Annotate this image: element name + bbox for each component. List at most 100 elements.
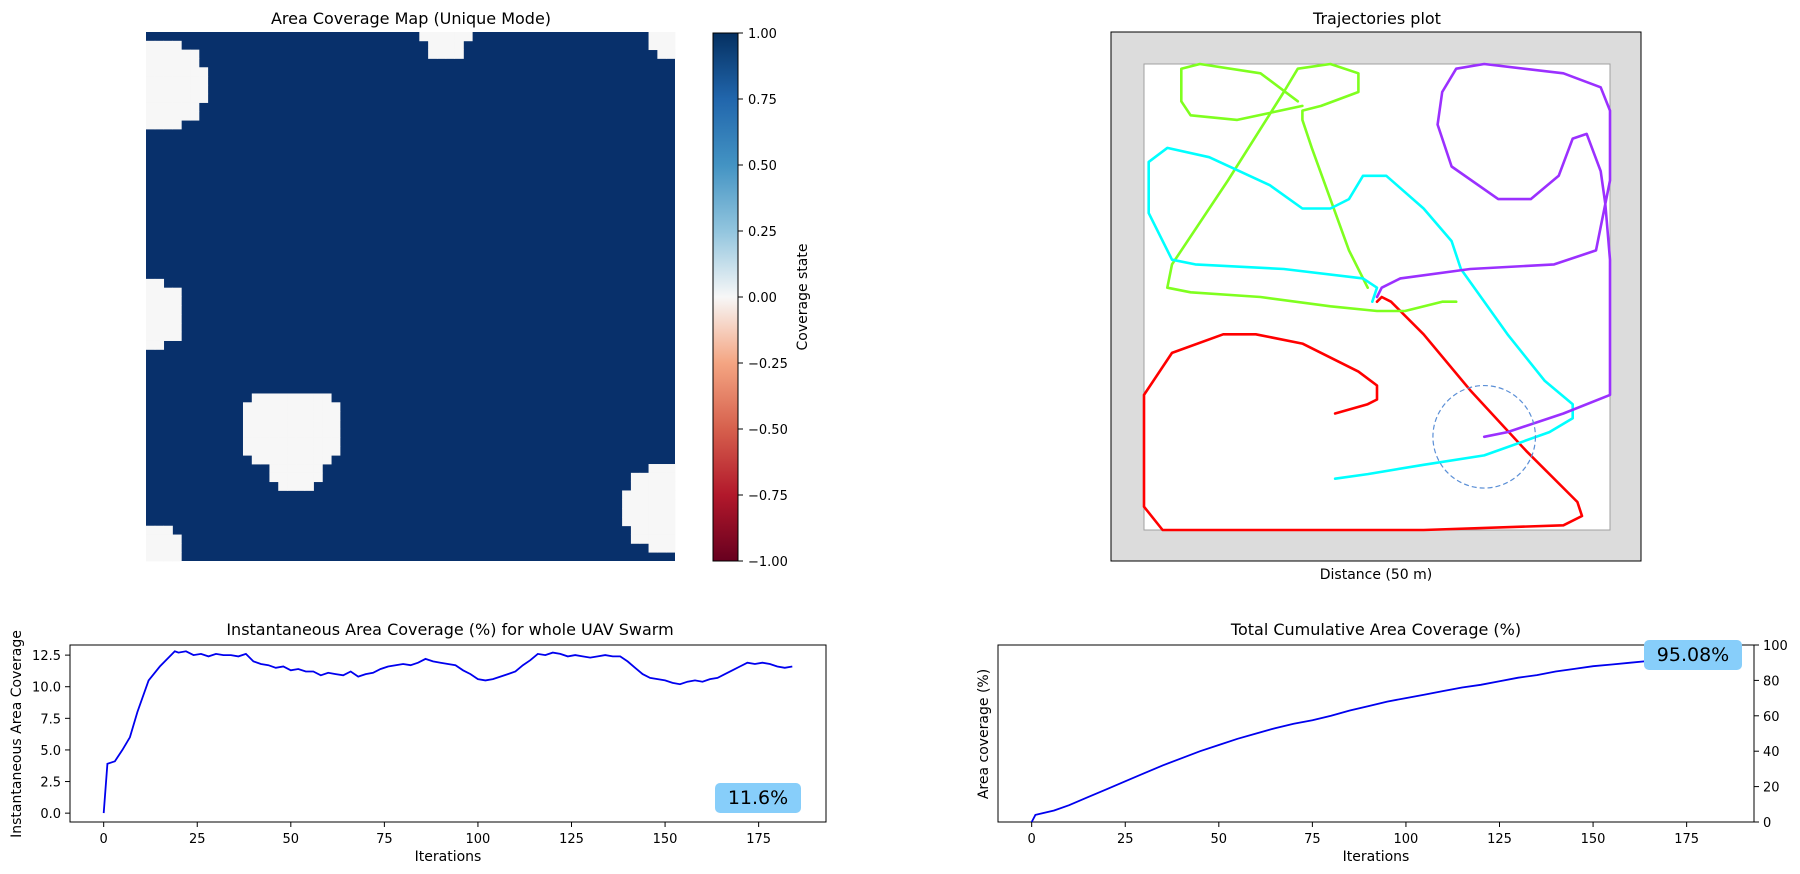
heatmap-cell-uncovered <box>657 516 667 527</box>
heatmap-cell-uncovered <box>313 393 323 403</box>
heatmap-cell-uncovered <box>269 464 279 474</box>
heatmap-cell-uncovered <box>331 437 341 447</box>
heatmap-cell-uncovered <box>163 331 173 341</box>
heatmap-cell-uncovered <box>269 411 279 421</box>
heatmap-cell-uncovered <box>172 49 182 59</box>
heatmap-cell-uncovered <box>304 464 314 474</box>
heatmap-cell-uncovered <box>313 472 323 483</box>
trajectories-panel: Trajectories plot Distance (50 m) <box>1110 9 1642 583</box>
heatmap-cell-uncovered <box>278 393 288 403</box>
cumulative-ylabel: Area coverage (%) <box>976 669 992 799</box>
sensor-range-circle <box>1432 384 1537 489</box>
heatmap-cell-uncovered <box>154 40 165 51</box>
heatmap-cell-uncovered <box>630 534 641 544</box>
heatmap-cell-uncovered <box>657 481 667 491</box>
heatmap-cell-uncovered <box>181 49 191 59</box>
heatmap-cell-uncovered <box>295 402 306 412</box>
heatmap-cell-uncovered <box>322 446 332 456</box>
heatmap-cell-uncovered <box>287 428 297 438</box>
cumulative-title: Total Cumulative Area Coverage (%) <box>1230 620 1521 639</box>
trajectory-line <box>1147 146 1574 481</box>
heatmap-cell-uncovered <box>181 84 191 95</box>
heatmap-cell-uncovered <box>666 40 676 51</box>
heatmap-cell-uncovered <box>269 419 279 430</box>
heatmap-cell-uncovered <box>304 455 314 465</box>
heatmap-cell-uncovered <box>630 516 641 527</box>
heatmap-cell-uncovered <box>181 58 191 68</box>
heatmap-cell-uncovered <box>295 464 306 474</box>
heatmap-cell-uncovered <box>639 516 649 527</box>
heatmap-cell-uncovered <box>172 111 182 121</box>
heatmap-cell-uncovered <box>154 314 165 324</box>
heatmap-cell-uncovered <box>630 525 641 535</box>
heatmap-cell-uncovered <box>172 93 182 103</box>
x-tick-label: 25 <box>189 832 206 847</box>
heatmap-cell-uncovered <box>146 102 156 112</box>
heatmap-cell-uncovered <box>198 84 209 95</box>
heatmap-cell-uncovered <box>313 437 323 447</box>
heatmap-cell-uncovered <box>666 516 676 527</box>
heatmap-cell-uncovered <box>657 32 667 42</box>
heatmap-cell-uncovered <box>154 322 165 333</box>
heatmap-cell-uncovered <box>190 67 200 77</box>
heatmap-cell-uncovered <box>666 525 676 535</box>
cumulative-plot-area <box>997 644 1755 823</box>
heatmap-cell-uncovered <box>172 314 182 324</box>
heatmap-cell-uncovered <box>260 411 270 421</box>
heatmap-cell-uncovered <box>648 516 658 527</box>
heatmap-cell-uncovered <box>154 287 165 297</box>
heatmap-cell-uncovered <box>295 428 306 438</box>
heatmap-cell-uncovered <box>313 455 323 465</box>
x-tick-label: 25 <box>1117 832 1134 847</box>
y-tick-label: 7.5 <box>40 712 61 727</box>
heatmap-cell-uncovered <box>146 331 156 341</box>
heatmap-background <box>146 32 675 561</box>
heatmap-cell-uncovered <box>304 472 314 483</box>
heatmap-cell-uncovered <box>666 543 676 553</box>
heatmap-cell-uncovered <box>251 393 262 403</box>
colorbar-tick-label: 0.25 <box>748 225 777 240</box>
y-tick-label: 80 <box>1763 674 1780 689</box>
instantaneous-badge-box <box>715 783 801 813</box>
heatmap-cell-uncovered <box>198 76 209 86</box>
heatmap-cell-uncovered <box>648 490 658 500</box>
heatmap-cell-uncovered <box>622 499 632 509</box>
heatmap-cell-uncovered <box>146 58 156 68</box>
heatmap-cell-uncovered <box>454 32 464 42</box>
heatmap-cell-uncovered <box>154 525 165 535</box>
x-tick-label: 175 <box>1674 832 1699 847</box>
heatmap-cell-uncovered <box>657 49 667 59</box>
heatmap-cell-uncovered <box>657 525 667 535</box>
heatmap-cell-uncovered <box>313 419 323 430</box>
heatmap-cell-uncovered <box>639 508 649 518</box>
heatmap-cell-uncovered <box>242 411 253 421</box>
heatmap-cell-uncovered <box>666 49 676 59</box>
heatmap-cell-uncovered <box>154 67 165 77</box>
trajectory-line <box>1180 62 1304 122</box>
heatmap-cell-uncovered <box>251 402 262 412</box>
heatmap-cell-uncovered <box>172 543 182 553</box>
heatmap-cell-uncovered <box>436 32 447 42</box>
heatmap-cell-uncovered <box>304 411 314 421</box>
heatmap-cell-uncovered <box>622 490 632 500</box>
heatmap-cell-uncovered <box>260 402 270 412</box>
heatmap-cell-uncovered <box>639 534 649 544</box>
heatmap-cell-uncovered <box>419 32 429 42</box>
heatmap-cell-uncovered <box>146 111 156 121</box>
heatmap-cell-uncovered <box>163 305 173 315</box>
coverage-heatmap <box>146 32 676 562</box>
heatmap-cell-uncovered <box>154 305 165 315</box>
heatmap-cell-uncovered <box>666 534 676 544</box>
x-tick-label: 100 <box>1394 832 1419 847</box>
x-tick-label: 0 <box>1028 832 1036 847</box>
heatmap-cell-uncovered <box>666 464 676 474</box>
heatmap-cell-uncovered <box>278 419 288 430</box>
heatmap-cell-uncovered <box>657 508 667 518</box>
heatmap-cell-uncovered <box>190 76 200 86</box>
heatmap-cell-uncovered <box>639 490 649 500</box>
heatmap-cell-uncovered <box>648 543 658 553</box>
heatmap-cell-uncovered <box>666 481 676 491</box>
heatmap-cell-uncovered <box>322 419 332 430</box>
y-tick-label: 0 <box>1763 816 1771 831</box>
heatmap-cell-uncovered <box>172 120 182 130</box>
